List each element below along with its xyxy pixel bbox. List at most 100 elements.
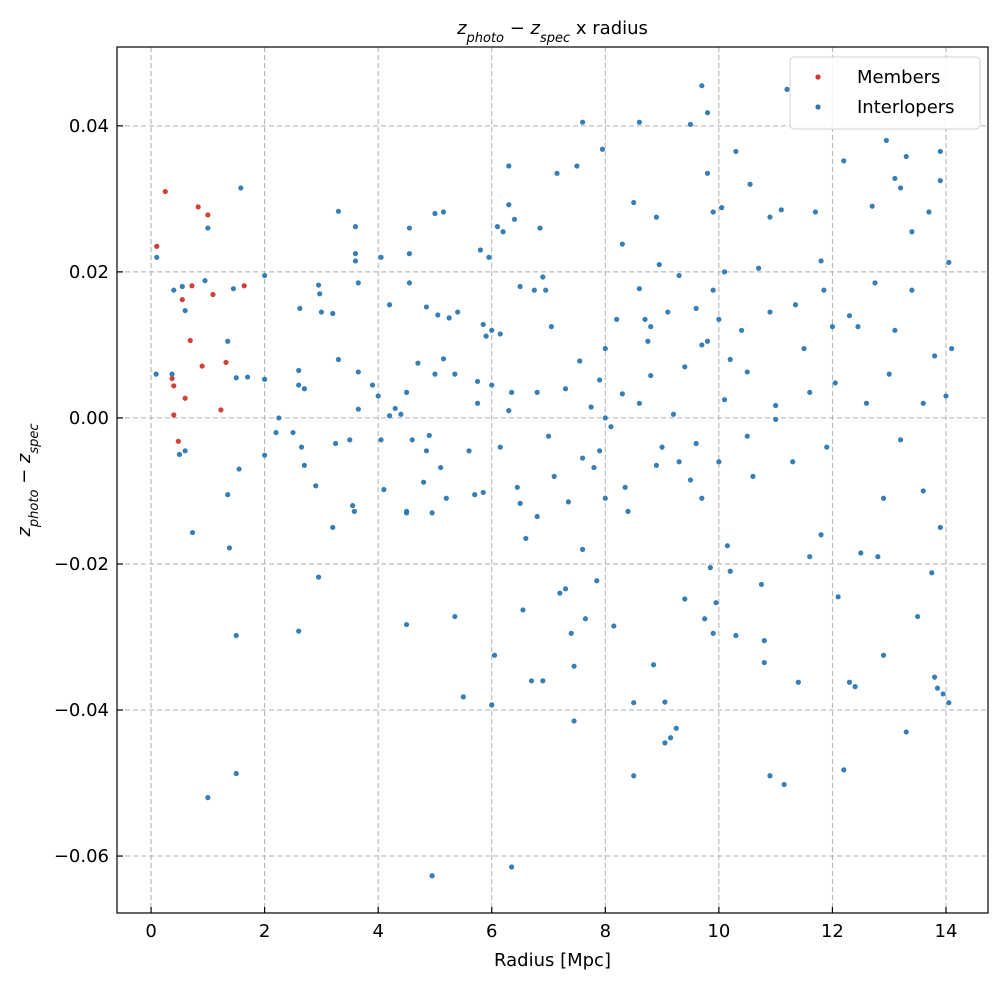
point xyxy=(480,321,486,328)
point xyxy=(375,393,381,399)
point xyxy=(792,302,799,308)
point xyxy=(423,448,430,454)
point xyxy=(602,495,608,501)
point xyxy=(571,718,577,724)
point xyxy=(169,371,175,377)
point xyxy=(903,729,909,735)
point xyxy=(773,402,779,409)
point xyxy=(187,337,193,344)
point xyxy=(790,459,796,465)
point xyxy=(932,353,938,359)
point xyxy=(872,280,878,286)
point xyxy=(514,484,520,490)
point xyxy=(171,383,177,389)
point xyxy=(290,429,296,436)
x-tick-label: 4 xyxy=(372,921,383,942)
point xyxy=(937,148,943,155)
point xyxy=(807,389,813,395)
point xyxy=(351,508,357,514)
point xyxy=(727,356,733,363)
point xyxy=(557,590,563,596)
point xyxy=(821,287,827,293)
point xyxy=(738,327,745,333)
point xyxy=(205,795,211,801)
point xyxy=(773,416,779,422)
point xyxy=(223,359,229,366)
point xyxy=(440,209,447,215)
point xyxy=(318,309,325,315)
point xyxy=(631,199,637,206)
point xyxy=(801,345,807,352)
point xyxy=(767,309,773,315)
point xyxy=(682,364,688,370)
point xyxy=(707,565,713,571)
point xyxy=(619,391,625,397)
point xyxy=(443,495,449,501)
point xyxy=(355,406,361,412)
point xyxy=(869,203,875,209)
point xyxy=(452,613,458,620)
point xyxy=(733,148,739,155)
point xyxy=(171,412,177,418)
point xyxy=(273,429,279,436)
point xyxy=(350,502,356,509)
point xyxy=(509,864,515,870)
point xyxy=(438,464,444,471)
point xyxy=(818,532,824,538)
point xyxy=(489,382,495,388)
point xyxy=(713,600,719,606)
point xyxy=(540,274,546,280)
y-axis-label: zphoto − zspec xyxy=(14,423,42,537)
point xyxy=(511,216,518,222)
point xyxy=(315,282,322,288)
point xyxy=(548,324,554,330)
point xyxy=(403,389,410,395)
point xyxy=(298,444,305,450)
point xyxy=(455,309,461,315)
point xyxy=(704,110,711,116)
point xyxy=(244,374,251,380)
point xyxy=(574,163,580,169)
point xyxy=(784,86,790,92)
point xyxy=(554,170,560,176)
point xyxy=(929,570,935,576)
point xyxy=(665,309,671,315)
point xyxy=(946,700,952,706)
legend-label: Interlopers xyxy=(857,97,955,118)
point xyxy=(432,371,438,377)
point xyxy=(719,205,725,211)
point xyxy=(588,404,594,410)
point xyxy=(724,543,730,549)
point xyxy=(421,479,427,485)
y-tick-label: 0.02 xyxy=(69,262,109,283)
point xyxy=(296,367,302,374)
point xyxy=(704,170,711,176)
point xyxy=(205,212,211,218)
point xyxy=(744,369,750,375)
x-tick-label: 10 xyxy=(707,921,730,942)
point xyxy=(571,663,577,669)
point xyxy=(625,508,631,514)
point xyxy=(369,382,376,388)
point xyxy=(202,278,208,284)
point xyxy=(846,679,853,685)
point xyxy=(296,382,302,388)
x-tick-label: 2 xyxy=(259,921,270,942)
point xyxy=(676,272,682,279)
point xyxy=(693,305,699,312)
point xyxy=(932,674,938,680)
point xyxy=(909,229,915,235)
point xyxy=(795,679,801,685)
point xyxy=(841,158,847,164)
point xyxy=(926,209,932,215)
point xyxy=(233,770,239,777)
point xyxy=(233,632,239,639)
point xyxy=(409,437,415,443)
point xyxy=(182,448,188,454)
x-tick-label: 8 xyxy=(600,921,611,942)
point xyxy=(241,283,247,289)
point xyxy=(497,444,503,450)
point xyxy=(494,224,501,230)
point xyxy=(767,214,773,220)
point xyxy=(415,360,421,366)
